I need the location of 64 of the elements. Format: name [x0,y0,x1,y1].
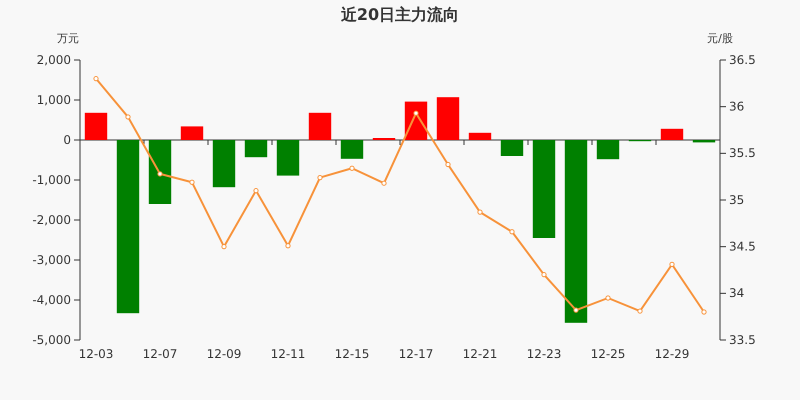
y-tick-label: -4,000 [32,292,71,307]
bar [276,140,300,176]
point [157,171,163,176]
point [285,243,291,248]
point [541,272,547,278]
point [669,262,675,268]
point [125,114,131,120]
y2-tick-label: 34 [729,286,744,300]
point [701,309,707,315]
point [605,295,611,301]
x-tick-label: 12-07 [142,347,178,361]
y-axis-title: 万元 [57,32,79,45]
x-tick-label: 12-11 [270,347,306,361]
bar [660,128,684,140]
point [509,229,515,234]
point [381,180,387,186]
x-tick-label: 12-17 [398,347,434,361]
y2-tick-label: 36.5 [729,52,756,67]
x-tick-label: 12-23 [526,347,562,361]
y-tick-label: -5,000 [32,332,71,347]
x-tick-label: 12-21 [462,347,498,361]
y2-tick-label: 36 [729,100,744,114]
y2-axis-title: 元/股 [707,32,733,45]
point [317,174,323,180]
y-tick-label: -3,000 [32,252,71,267]
y2-tick-label: 33.5 [729,332,756,347]
point [445,162,451,168]
y2-tick-label: 34.5 [729,240,756,254]
y-tick-label: 0 [63,132,71,147]
point [93,76,99,82]
bar [180,126,204,140]
point [573,308,579,313]
x-tick-label: 12-25 [590,347,626,361]
point [477,210,483,215]
y-tick-label: -2,000 [32,212,71,227]
point [637,308,643,314]
x-tick-label: 12-15 [334,347,370,361]
bar [148,140,172,204]
y-tick-label: 1,000 [36,92,71,107]
bar [308,112,332,140]
point [221,244,227,250]
bar [244,140,268,158]
bar [436,97,460,140]
y2-tick-label: 35.5 [729,146,756,160]
point [349,166,355,171]
y2-tick-label: 35 [729,192,744,207]
point [253,188,259,194]
point [413,110,419,116]
x-tick-label: 12-29 [654,347,690,361]
bar [596,140,620,160]
x-tick-label: 12-09 [206,347,242,361]
bar [340,140,364,159]
chart-title: 近20日主力流向 [340,5,460,24]
bar [212,140,236,188]
bar [468,132,492,140]
bar [84,112,108,140]
bar [532,140,556,238]
point [189,180,195,185]
bar [500,140,524,156]
y-tick-label: -1,000 [32,172,71,187]
bar [564,140,588,323]
bar [116,140,140,314]
x-tick-label: 12-03 [78,347,114,361]
y-tick-label: 2,000 [36,52,71,67]
